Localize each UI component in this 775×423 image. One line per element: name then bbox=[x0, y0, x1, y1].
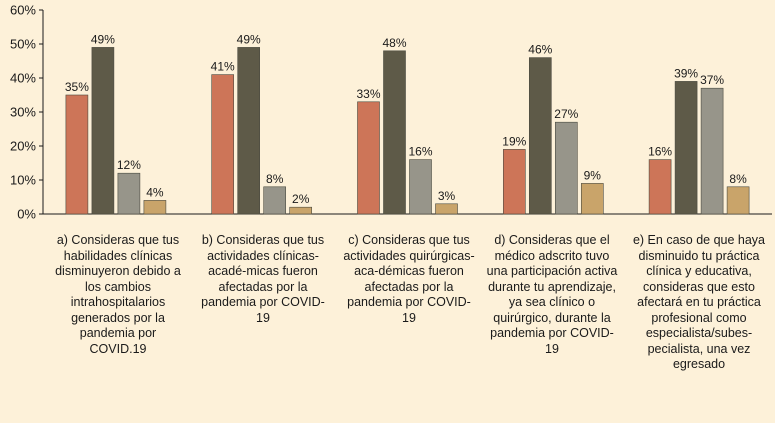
bar-value-label: 12% bbox=[117, 158, 141, 172]
category-labels: a) Consideras que tus habilidades clínic… bbox=[0, 233, 775, 423]
bar-value-label: 49% bbox=[91, 32, 115, 46]
y-tick-label: 50% bbox=[10, 37, 36, 52]
bar bbox=[726, 186, 750, 215]
bar-value-label: 35% bbox=[65, 80, 89, 94]
y-tick-label: 30% bbox=[10, 105, 36, 120]
bar-value-label: 4% bbox=[146, 185, 164, 199]
bar-value-label: 19% bbox=[502, 134, 526, 148]
category-label-d: d) Consideras que el médico adscrito tuv… bbox=[486, 233, 618, 356]
y-tick-label: 40% bbox=[10, 71, 36, 86]
bar bbox=[91, 47, 115, 215]
bar bbox=[674, 81, 698, 215]
bar-value-label: 46% bbox=[528, 43, 552, 57]
bar-value-label: 16% bbox=[648, 145, 672, 159]
bar-value-label: 3% bbox=[438, 189, 456, 203]
bar bbox=[289, 206, 313, 215]
bar bbox=[435, 203, 458, 215]
bar-value-label: 37% bbox=[700, 73, 724, 87]
bar bbox=[409, 159, 432, 215]
bar-value-label: 2% bbox=[292, 192, 310, 206]
bar-value-label: 41% bbox=[211, 60, 235, 74]
bar bbox=[357, 101, 380, 215]
y-tick-label: 20% bbox=[10, 139, 36, 154]
bar bbox=[117, 172, 141, 215]
bar-value-label: 48% bbox=[382, 36, 406, 50]
category-label-a: a) Consideras que tus habilidades clínic… bbox=[55, 233, 181, 356]
bar-value-label: 33% bbox=[356, 87, 380, 101]
y-tick-label: 0% bbox=[17, 207, 36, 222]
y-tick-label: 60% bbox=[10, 3, 36, 18]
bar bbox=[502, 149, 526, 215]
bar-value-label: 8% bbox=[729, 172, 747, 186]
bar-chart: 0%10%20%30%40%50%60%35%49%12%4%41%49%8%2… bbox=[10, 3, 772, 222]
bar bbox=[383, 50, 406, 215]
bar bbox=[580, 183, 604, 215]
category-label-e: e) En caso de que haya disminuido tu prá… bbox=[632, 233, 766, 371]
bar bbox=[237, 47, 260, 215]
bar bbox=[143, 200, 167, 215]
bar-value-label: 27% bbox=[554, 107, 578, 121]
bar bbox=[648, 159, 672, 215]
bar-value-label: 39% bbox=[674, 66, 698, 80]
category-label-c: c) Consideras que tus actividades quirúr… bbox=[343, 233, 475, 325]
bar bbox=[211, 74, 234, 215]
bar-value-label: 49% bbox=[237, 32, 261, 46]
bar bbox=[700, 87, 724, 215]
bar bbox=[528, 57, 552, 215]
bar bbox=[65, 94, 89, 215]
bar bbox=[263, 186, 287, 215]
bar-value-label: 8% bbox=[266, 172, 284, 186]
bar-value-label: 16% bbox=[408, 145, 432, 159]
y-tick-label: 10% bbox=[10, 173, 36, 188]
bar bbox=[554, 121, 578, 215]
bar-value-label: 9% bbox=[584, 168, 602, 182]
category-label-b: b) Consideras que tus actividades clínic… bbox=[201, 233, 325, 325]
